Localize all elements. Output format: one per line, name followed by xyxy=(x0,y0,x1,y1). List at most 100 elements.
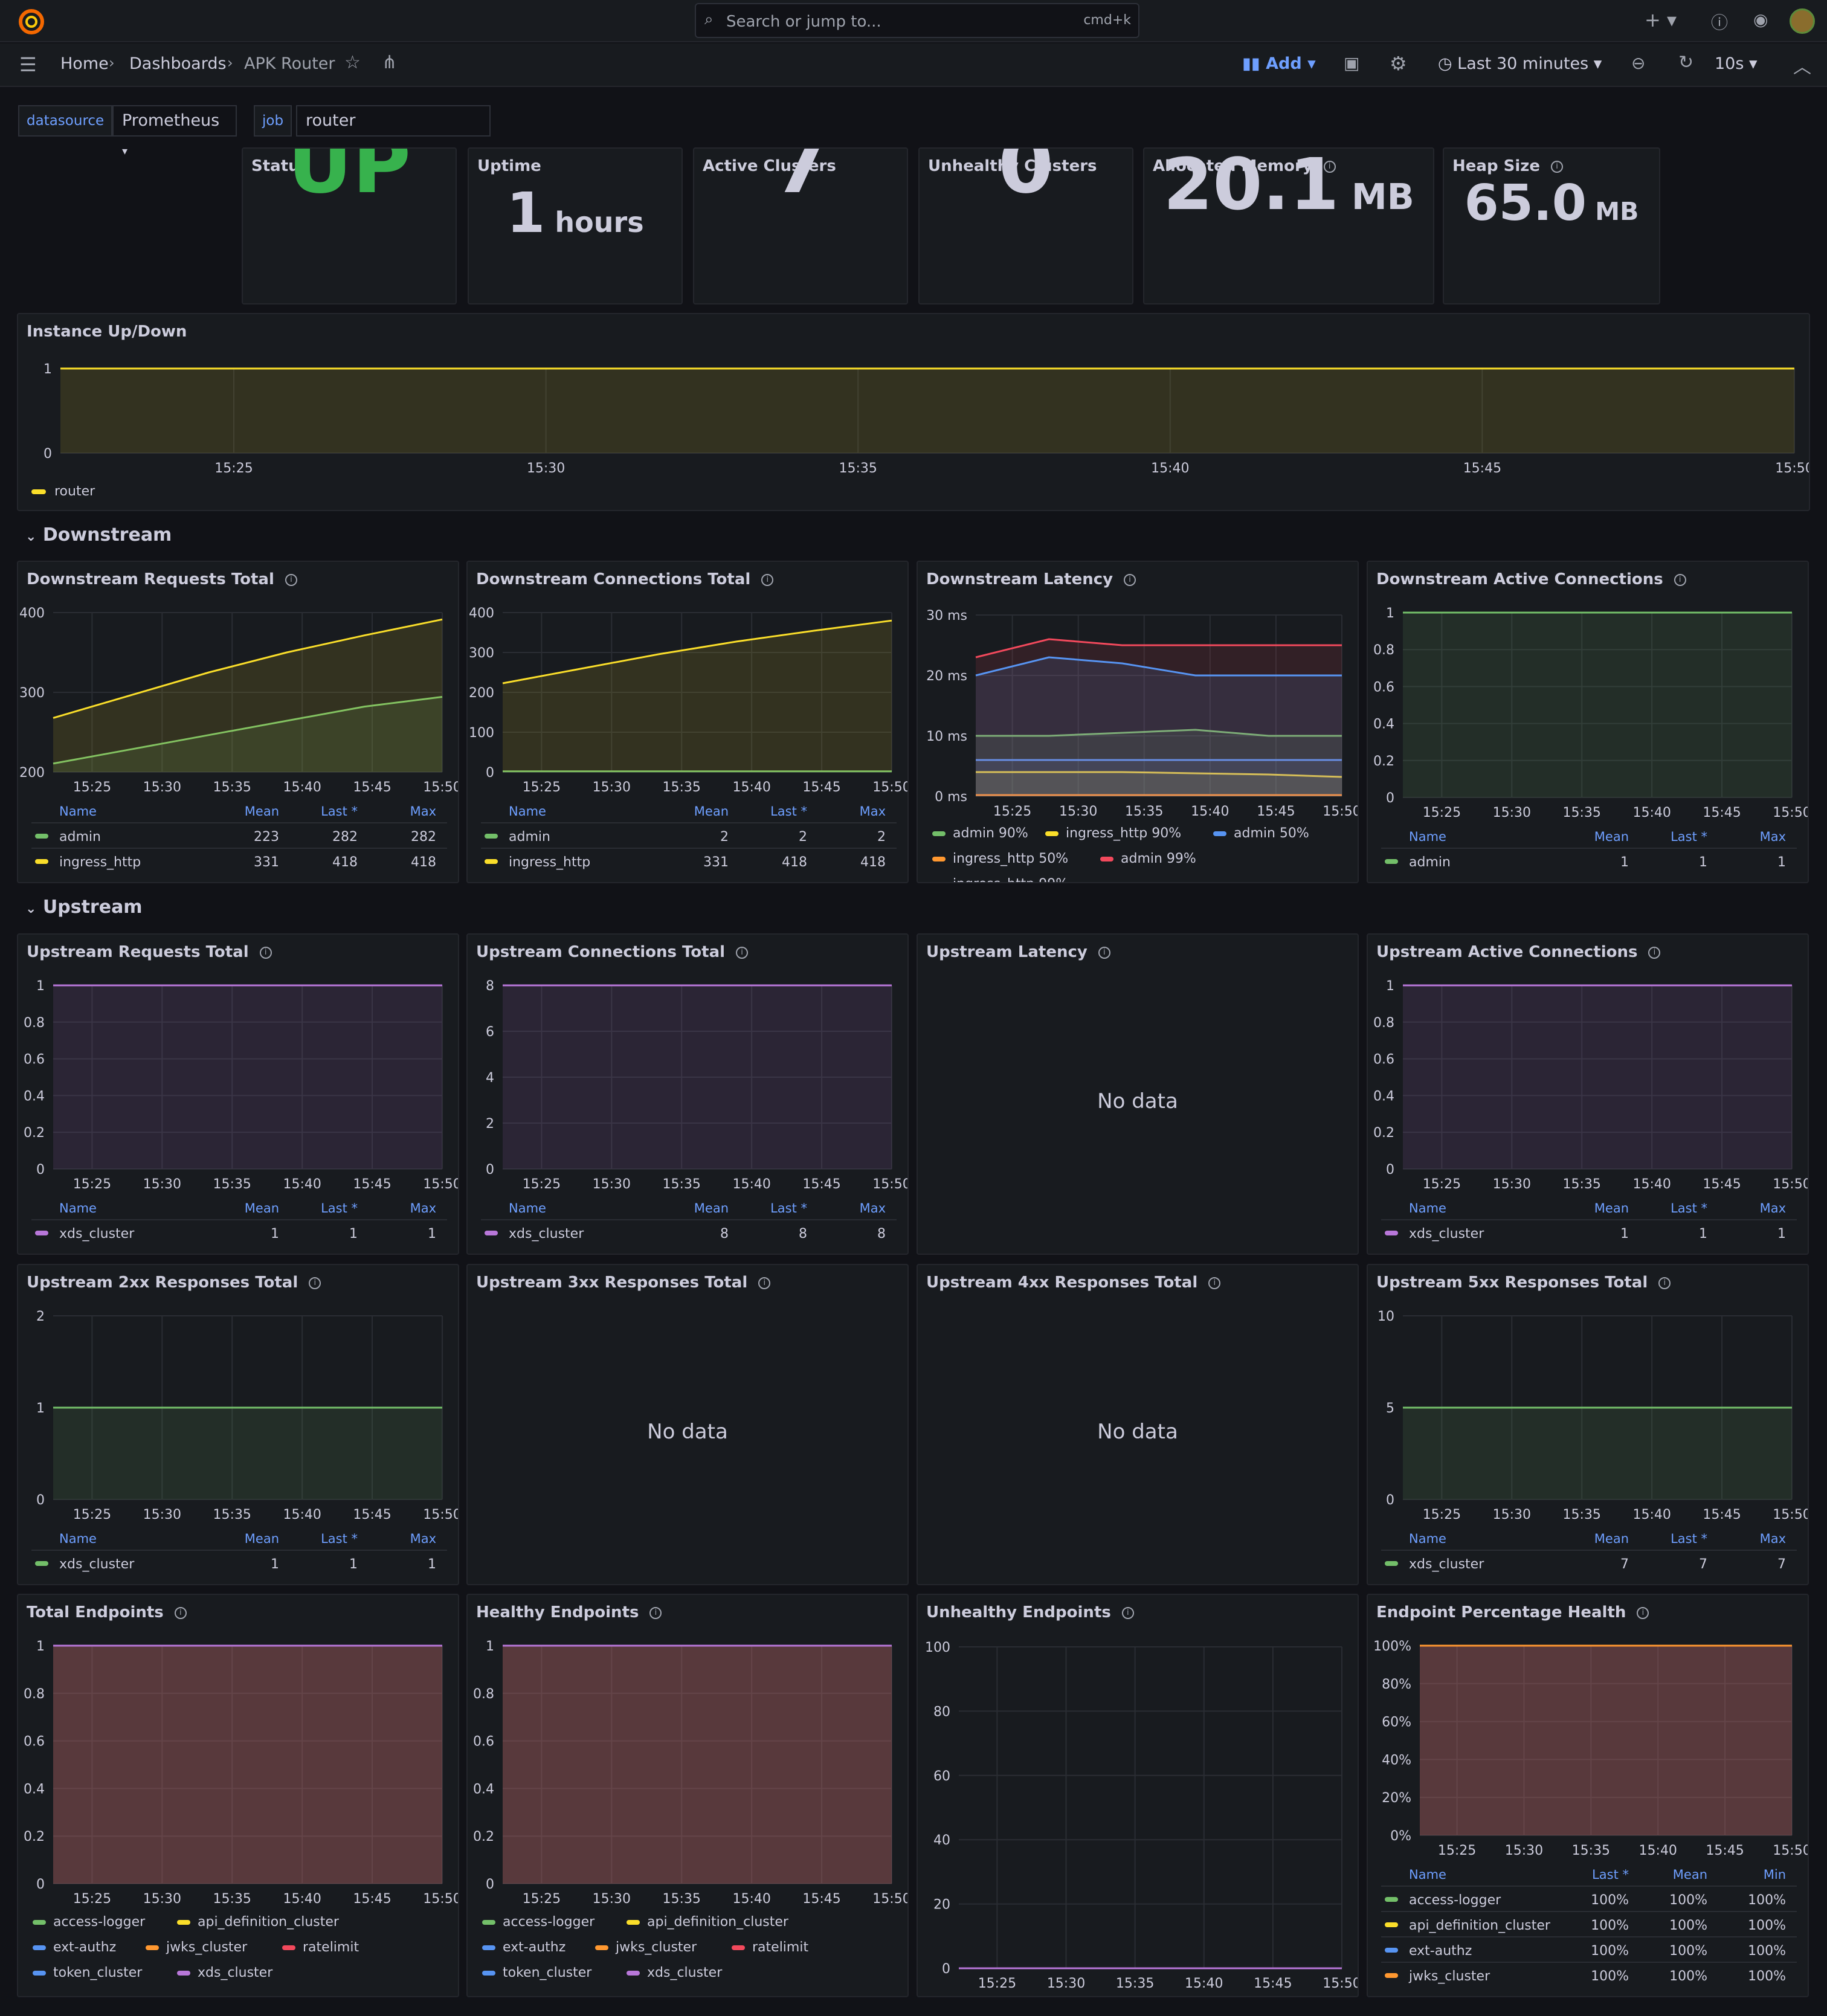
legend-header-mean[interactable]: Mean xyxy=(1594,829,1629,844)
legend-series-name[interactable]: xds_cluster xyxy=(1409,1557,1484,1572)
grafana-logo-icon[interactable] xyxy=(18,8,45,35)
legend-header-mean[interactable]: Mean xyxy=(694,1201,729,1216)
info-icon[interactable]: i xyxy=(285,573,297,586)
info-icon[interactable]: i xyxy=(174,1606,187,1619)
legend-item[interactable]: xds_cluster xyxy=(647,1965,723,1980)
legend-item[interactable]: admin 50% xyxy=(1234,826,1309,841)
legend-item[interactable]: access-logger xyxy=(53,1915,146,1930)
legend-item[interactable]: ext-authz xyxy=(503,1940,566,1955)
series-line-admin-90[interactable] xyxy=(976,729,1342,737)
breadcrumb-dashboards[interactable]: Dashboards xyxy=(129,54,227,73)
series-line-ingress-http-90[interactable] xyxy=(976,771,1342,778)
info-icon[interactable]: i xyxy=(1674,573,1686,586)
news-feed-icon[interactable]: ◉ xyxy=(1753,10,1768,30)
info-icon[interactable]: i xyxy=(736,946,749,959)
legend-series-name[interactable]: admin xyxy=(1409,855,1451,870)
legend-header-mean[interactable]: Mean xyxy=(694,804,729,819)
legend-header-max[interactable]: Max xyxy=(860,1201,886,1216)
legend-header-max[interactable]: Max xyxy=(1760,1201,1786,1216)
info-icon[interactable]: i xyxy=(649,1606,662,1619)
legend-series-name[interactable]: ingress_http xyxy=(59,855,141,870)
info-icon[interactable]: i xyxy=(1098,946,1110,959)
info-icon[interactable]: i xyxy=(1208,1277,1221,1289)
legend-item[interactable]: ingress_http 90% xyxy=(1066,826,1181,841)
legend-item[interactable]: ratelimit xyxy=(752,1940,808,1955)
datasource-variable-select[interactable]: Prometheus ▾ xyxy=(112,105,237,158)
legend-header-last[interactable]: Last * xyxy=(321,1531,358,1546)
legend-header-mean[interactable]: Mean xyxy=(245,1531,279,1546)
legend-header-mean[interactable]: Mean xyxy=(1673,1867,1707,1882)
legend-item[interactable]: admin 90% xyxy=(953,826,1028,841)
time-range-picker[interactable]: ◷ Last 30 minutes ▾ xyxy=(1438,54,1602,73)
legend-header-last[interactable]: Last * xyxy=(1671,829,1707,844)
info-icon[interactable]: i xyxy=(259,946,272,959)
legend-series-name[interactable]: ingress_http xyxy=(509,855,590,870)
info-icon[interactable]: i xyxy=(1124,573,1136,586)
legend-item[interactable]: ingress_http 99% xyxy=(953,877,1068,883)
info-icon[interactable]: i xyxy=(309,1277,321,1289)
series-line-ingress-http[interactable] xyxy=(502,619,892,684)
legend-item[interactable]: ext-authz xyxy=(53,1940,116,1955)
info-icon[interactable]: i xyxy=(1637,1606,1649,1619)
legend-item[interactable]: api_definition_cluster xyxy=(647,1915,789,1930)
legend-header-last[interactable]: Last * xyxy=(321,1201,358,1216)
legend-item[interactable]: ingress_http 50% xyxy=(953,851,1068,866)
upstream-row-header[interactable]: ⌄ Upstream xyxy=(25,897,143,918)
menu-icon[interactable]: ☰ xyxy=(19,53,37,76)
legend-series-name[interactable]: admin xyxy=(59,829,101,845)
search-bar[interactable]: ⌕ Search or jump to... cmd+k xyxy=(695,3,1139,38)
share-icon[interactable]: ⋔ xyxy=(382,52,398,73)
legend-header-max[interactable]: Max xyxy=(1760,829,1786,844)
legend-item[interactable]: token_cluster xyxy=(53,1965,143,1980)
add-panel-button[interactable]: ▮▮ Add ▾ xyxy=(1242,54,1316,73)
legend-header-max[interactable]: Max xyxy=(860,804,886,819)
legend-item[interactable]: token_cluster xyxy=(503,1965,592,1980)
breadcrumb-home[interactable]: Home xyxy=(60,54,109,73)
legend-header-min[interactable]: Min xyxy=(1764,1867,1786,1882)
info-icon[interactable]: i xyxy=(761,573,774,586)
info-icon[interactable]: i xyxy=(1121,1606,1134,1619)
legend-series-name[interactable]: api_definition_cluster xyxy=(1409,1918,1551,1933)
legend-header-last[interactable]: Last * xyxy=(1671,1531,1707,1546)
legend-header-mean[interactable]: Mean xyxy=(245,1201,279,1216)
legend-series-name[interactable]: xds_cluster xyxy=(509,1226,584,1241)
info-icon[interactable]: i xyxy=(1658,1277,1671,1289)
legend-item[interactable]: access-logger xyxy=(503,1915,595,1930)
downstream-row-header[interactable]: ⌄ Downstream xyxy=(25,524,172,546)
legend-header-last[interactable]: Last * xyxy=(321,804,358,819)
series-line-admin[interactable] xyxy=(53,696,443,765)
legend-header-last[interactable]: Last * xyxy=(770,804,807,819)
legend-series-name[interactable]: jwks_cluster xyxy=(1408,1969,1490,1984)
legend-series-name[interactable]: xds_cluster xyxy=(59,1557,135,1572)
legend-item[interactable]: jwks_cluster xyxy=(615,1940,697,1955)
legend-header-last[interactable]: Last * xyxy=(1592,1867,1629,1882)
collapse-chevron-up-icon[interactable]: ︿ xyxy=(1793,57,1811,78)
legend-header-mean[interactable]: Mean xyxy=(245,804,279,819)
legend-header-max[interactable]: Max xyxy=(410,1201,436,1216)
refresh-icon[interactable]: ↻ xyxy=(1678,52,1694,73)
legend-item[interactable]: jwks_cluster xyxy=(166,1940,248,1955)
legend-header-last[interactable]: Last * xyxy=(1671,1201,1707,1216)
help-icon[interactable]: ⓘ xyxy=(1711,13,1729,33)
zoom-out-icon[interactable]: ⊖ xyxy=(1631,53,1646,73)
legend-series-name[interactable]: ext-authz xyxy=(1409,1944,1472,1959)
legend-item[interactable]: router xyxy=(54,484,95,499)
refresh-interval-picker[interactable]: 10s ▾ xyxy=(1715,54,1758,73)
save-icon[interactable]: ▣ xyxy=(1344,53,1360,73)
series-line-ingress-http-99[interactable] xyxy=(975,656,1342,677)
info-icon[interactable]: i xyxy=(1551,160,1564,173)
new-menu-icon[interactable]: + ▾ xyxy=(1645,8,1677,31)
legend-series-name[interactable]: xds_cluster xyxy=(1409,1226,1484,1241)
legend-item[interactable]: api_definition_cluster xyxy=(198,1915,340,1930)
star-icon[interactable]: ☆ xyxy=(344,52,361,73)
user-avatar[interactable] xyxy=(1790,8,1815,34)
legend-header-max[interactable]: Max xyxy=(410,804,436,819)
legend-series-name[interactable]: admin xyxy=(509,829,550,845)
legend-item[interactable]: admin 99% xyxy=(1121,851,1196,866)
legend-series-name[interactable]: xds_cluster xyxy=(59,1226,135,1241)
job-variable-input[interactable]: router xyxy=(296,105,491,137)
series-line-ingress-http[interactable] xyxy=(53,618,443,719)
info-icon[interactable]: i xyxy=(1648,946,1661,959)
legend-item[interactable]: ratelimit xyxy=(303,1940,359,1955)
legend-header-mean[interactable]: Mean xyxy=(1594,1531,1629,1546)
